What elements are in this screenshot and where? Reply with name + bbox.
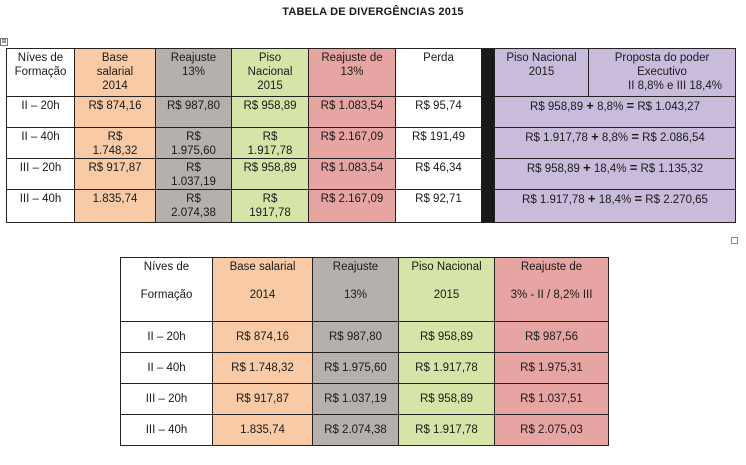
table-row: II – 20h R$ 874,16 R$ 987,80 R$ 958,89 R… [120,321,609,353]
cell-proposta: R$ 958,89 + 8,8% = R$ 1.043,27 [494,96,736,128]
cell-piso: R$ 1.917,78 [398,352,495,384]
plus-sign: + [587,191,596,206]
cell-nivel: III – 20h [6,158,75,190]
cell-reajuste: R$ 1.037,19 [155,158,232,190]
proposta-piso: R$ 1.917,78 [522,194,585,206]
proposta-total: R$ 2.086,54 [642,132,705,144]
cell-reajuste-13: R$ 1.083,54 [308,96,396,128]
proposta-total: R$ 1.043,27 [637,101,700,113]
equals-sign: = [626,98,635,113]
header-perda: Perda [395,48,482,97]
cell-nivel: II – 20h [120,321,213,353]
cell-piso: R$ 1.917,78 [398,414,495,446]
header-piso-nacional-2015: Piso Nacional 2015 [494,48,589,97]
cell-proposta: R$ 1.917,78 + 18,4% = R$ 2.270,65 [494,189,736,223]
header-reajuste: Reajuste 13% [155,48,232,97]
table-header-row: Níves de Formação Base salarial 2014 Reajus… [6,48,736,223]
table-move-handle-icon[interactable]: ⊞ [0,38,8,46]
equals-sign: = [629,160,638,175]
proposta-pct: 8,8% [597,101,624,113]
cell-nivel: III – 40h [120,414,213,446]
cell-perda: R$ 191,49 [395,127,482,159]
plus-sign: + [586,98,594,113]
cell-piso: R$ 958,89 [231,158,309,190]
header-nivel: Níves de Formação [120,257,213,322]
plus-sign: + [583,160,591,175]
cell-nivel: III – 20h [120,383,213,415]
table-row: III – 40h 1.835,74 R$ 2.074,38 R$ 1917,78 … [6,189,736,223]
table-row: III – 20h R$ 917,87 R$ 1.037,19 R$ 958,8… [120,383,609,415]
header-proposta: Proposta do poder Executivo II 8,8% e III … [588,48,736,97]
cell-proposta: R$ 1.917,78 + 8,8% = R$ 2.086,54 [494,127,736,159]
header-piso-nacional: Piso Nacional 2015 [231,48,309,97]
proposta-pct: 8,8% [601,132,629,144]
proposta-piso: R$ 958,89 [530,101,584,113]
plus-sign: + [591,129,599,144]
header-reajuste-13: Reajuste de 13% [308,48,396,97]
cell-perda: R$ 46,34 [395,158,482,190]
header-reajuste-de: Reajuste de 3% - II / 8,2% III [494,257,609,322]
cell-reajuste-13: R$ 2.167,09 [308,189,396,223]
proposta-total: R$ 1.135,32 [640,163,704,175]
header-base-salarial: Base salarial 2014 [74,48,156,97]
cell-reajuste-de: R$ 1.975,31 [494,352,609,384]
cell-reajuste: R$ 1.037,19 [312,383,399,415]
proposta-piso: R$ 1.917,78 [525,132,588,144]
comparison-table: Níves de Formação Base salarial 2014 Reaju… [120,257,609,446]
table-resize-handle-icon[interactable] [731,237,738,244]
cell-base: R$ 1.748,32 [74,127,156,159]
cell-reajuste: R$ 2.074,38 [155,189,232,223]
cell-base: R$ 917,87 [74,158,156,190]
cell-base: R$ 917,87 [212,383,313,415]
document-title: TABELA DE DIVERGÊNCIAS 2015 [282,6,464,18]
proposta-pct: 18,4% [593,163,627,175]
cell-reajuste-de: R$ 987,56 [494,321,609,353]
equals-sign: = [634,191,643,206]
proposta-pct: 18,4% [598,194,632,206]
cell-nivel: II – 20h [6,96,75,128]
cell-nivel: III – 40h [6,189,75,223]
table-row: II – 40h R$ 1.748,32 R$ 1.975,60 R$ 1.91… [120,352,609,384]
cell-perda: R$ 92,71 [395,189,482,223]
cell-base: R$ 874,16 [74,96,156,128]
table-row: III – 40h 1.835,74 R$ 2.074,38 R$ 1.917,… [120,414,609,446]
cell-base: R$ 874,16 [212,321,313,353]
cell-piso: R$ 958,89 [398,383,495,415]
cell-base: 1.835,74 [212,414,313,446]
cell-reajuste: R$ 987,80 [155,96,232,128]
cell-perda: R$ 95,74 [395,96,482,128]
cell-nivel: II – 40h [120,352,213,384]
cell-piso: R$ 958,89 [231,96,309,128]
header-piso-nacional: Piso Nacional 2015 [398,257,495,322]
header-nivel: Níves de Formação [6,48,75,97]
table-row: II – 20h R$ 874,16 R$ 987,80 R$ 958,89 R… [6,96,736,128]
cell-nivel: II – 40h [6,127,75,159]
proposta-piso: R$ 958,89 [526,163,580,175]
cell-base: 1.835,74 [74,189,156,223]
table-header-row: Níves de Formação Base salarial 2014 Reaju… [120,257,609,322]
cell-proposta: R$ 958,89 + 18,4% = R$ 1.135,32 [494,158,736,190]
cell-reajuste-13: R$ 1.083,54 [308,158,396,190]
equals-sign: = [631,129,639,144]
table-row: II – 40h R$ 1.748,32 R$ 1.975,60 R$ 1.917,7… [6,127,736,159]
cell-reajuste-13: R$ 2.167,09 [308,127,396,159]
header-base-salarial: Base salarial 2014 [212,257,313,322]
proposta-total: R$ 2.270,65 [645,194,708,206]
cell-reajuste: R$ 987,80 [312,321,399,353]
cell-base: R$ 1.748,32 [212,352,313,384]
black-divider-column [481,48,495,223]
cell-reajuste: R$ 2.074,38 [312,414,399,446]
table-row: III – 20h R$ 917,87 R$ 1.037,19 R$ 958,89… [6,158,736,190]
cell-piso: R$ 958,89 [398,321,495,353]
cell-reajuste-de: R$ 2.075,03 [494,414,609,446]
cell-reajuste: R$ 1.975,60 [155,127,232,159]
cell-reajuste: R$ 1.975,60 [312,352,399,384]
divergence-table: Níves de Formação Base salarial 2014 Reajus… [6,48,736,223]
cell-piso: R$ 1.917,78 [231,127,309,159]
cell-piso: R$ 1917,78 [231,189,309,223]
header-reajuste: Reajuste 13% [312,257,399,322]
cell-reajuste-de: R$ 1.037,51 [494,383,609,415]
